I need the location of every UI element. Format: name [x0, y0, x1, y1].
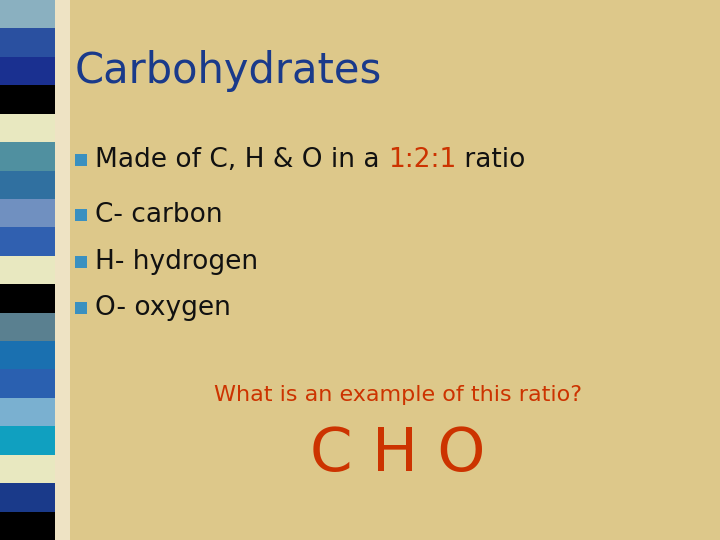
Text: ratio: ratio	[456, 147, 526, 173]
Bar	[0, 227, 55, 256]
Bar	[0, 29, 55, 57]
Text: C H O: C H O	[310, 426, 485, 484]
Bar	[0, 199, 55, 227]
Bar	[0, 341, 55, 369]
Bar	[0, 0, 55, 29]
Text: C- carbon: C- carbon	[95, 202, 222, 228]
Bar	[0, 114, 55, 142]
Bar	[0, 256, 55, 284]
Text: 1:2:1: 1:2:1	[388, 147, 456, 173]
Bar	[75, 302, 87, 314]
Bar	[75, 154, 87, 166]
Bar	[0, 511, 55, 540]
Bar	[75, 209, 87, 221]
Bar	[75, 256, 87, 268]
Bar	[0, 313, 55, 341]
Text: Carbohydrates: Carbohydrates	[75, 50, 382, 92]
Text: O- oxygen: O- oxygen	[95, 295, 231, 321]
Bar	[0, 171, 55, 199]
Bar	[0, 369, 55, 398]
Text: Made of C, H & O in a: Made of C, H & O in a	[95, 147, 388, 173]
Bar	[0, 483, 55, 511]
Text: H- hydrogen: H- hydrogen	[95, 249, 258, 275]
Text: What is an example of this ratio?: What is an example of this ratio?	[214, 385, 582, 405]
Bar	[0, 398, 55, 426]
Bar	[0, 455, 55, 483]
Bar	[0, 85, 55, 114]
Bar	[0, 57, 55, 85]
Bar	[55, 0, 70, 540]
Bar	[0, 284, 55, 313]
Bar	[0, 426, 55, 455]
Bar	[0, 142, 55, 171]
